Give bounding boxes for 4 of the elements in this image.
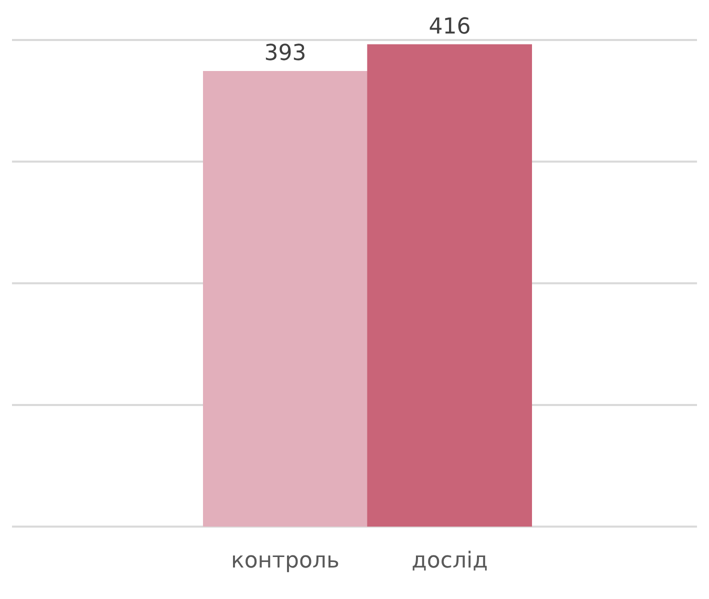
data-label: 416 xyxy=(428,14,471,40)
x-tick-label: контроль xyxy=(231,548,340,574)
x-tick-label: дослід xyxy=(412,548,488,574)
data-label: 393 xyxy=(264,41,306,66)
